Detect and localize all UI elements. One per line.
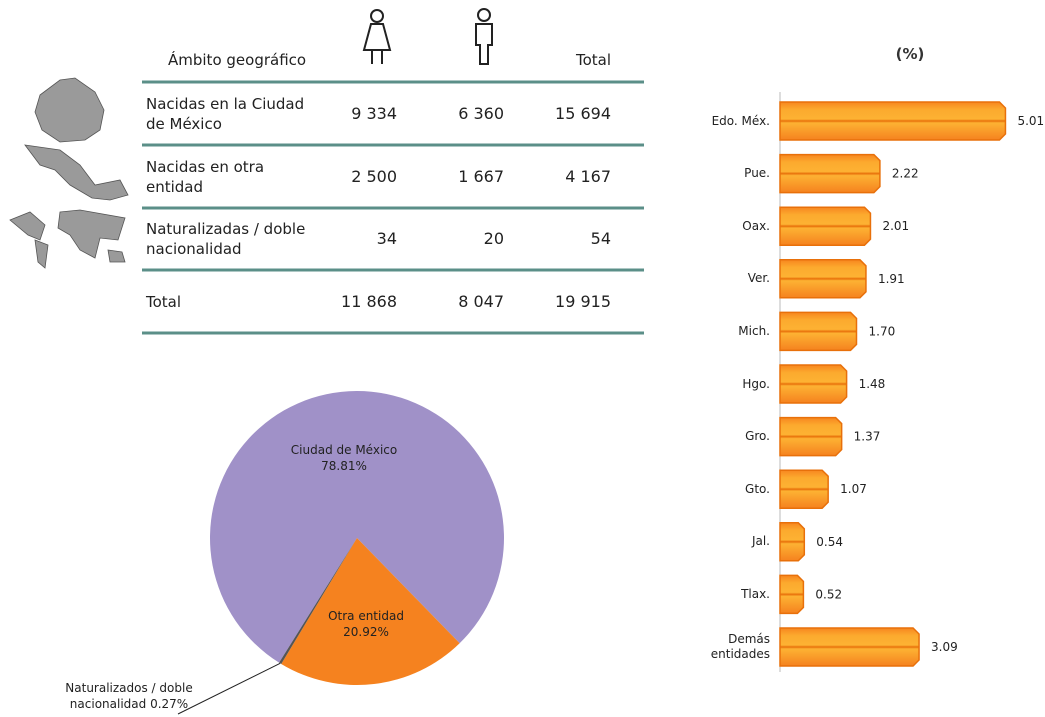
- bar: [779, 469, 829, 509]
- cell: 6 360: [458, 103, 504, 123]
- cell: 1 667: [458, 166, 504, 186]
- category-label: Hgo.: [742, 376, 770, 391]
- bar: [779, 522, 806, 562]
- icons: [362, 8, 493, 65]
- pie-note-part: 0.27%: [150, 697, 189, 711]
- rule: [142, 206, 644, 210]
- rule: [142, 268, 644, 272]
- cell: 15 694: [555, 103, 611, 123]
- cell: 11 868: [341, 291, 397, 311]
- value-label: 1.48: [859, 377, 886, 391]
- row-label: Nacidas en la Ciudad de México: [146, 94, 305, 133]
- table-header: Total: [575, 51, 611, 69]
- rule: [142, 80, 644, 84]
- cell: 20: [483, 229, 504, 248]
- value-label: 0.54: [816, 535, 843, 549]
- bar: [779, 627, 920, 667]
- cell: 34: [376, 229, 397, 248]
- pie-slice: [209, 390, 505, 663]
- category-label: Mich.: [738, 323, 770, 338]
- category-label: Ver.: [747, 271, 770, 286]
- value-label: 1.07: [840, 482, 867, 496]
- chart-title: (%): [896, 45, 925, 63]
- value-label: 1.91: [878, 272, 905, 286]
- cell: 2 500: [351, 166, 397, 186]
- pie-slice: [279, 538, 357, 664]
- bar: [779, 311, 858, 352]
- row-label: Nacidas en otra entidad: [146, 157, 265, 196]
- pie-value: 78.81%: [321, 459, 367, 473]
- cell: 54: [590, 229, 611, 248]
- table-header: Ámbito geográfico: [168, 51, 307, 69]
- category-label: Demás entidades: [710, 632, 770, 661]
- category-label: Pue.: [744, 166, 770, 181]
- bar: [779, 101, 1007, 141]
- category-label: Oax.: [742, 218, 770, 233]
- cell: 4 167: [565, 166, 611, 186]
- category-label: Gto.: [745, 481, 770, 496]
- cell: 8 047: [458, 291, 504, 311]
- cell: 9 334: [351, 103, 397, 123]
- rule: [142, 143, 644, 147]
- bar: [779, 259, 867, 299]
- pie-value: 20.92%: [343, 625, 389, 639]
- cell: 19 915: [555, 291, 611, 311]
- value-label: 2.01: [882, 219, 909, 233]
- pie-note: Naturalizados / doble nacionalidad 0.27%: [55, 680, 203, 712]
- value-label: 1.70: [869, 324, 896, 338]
- value-label: 5.01: [1017, 114, 1044, 128]
- bar: [779, 416, 843, 457]
- category-label: Edo. Méx.: [711, 113, 770, 128]
- value-label: 1.37: [854, 430, 881, 444]
- pie-slice: [281, 538, 460, 685]
- row-label: Naturalizadas / doble nacionalidad: [146, 220, 306, 258]
- bar: [779, 364, 848, 404]
- category-label: Jal.: [751, 534, 770, 549]
- pie-label: Ciudad de México: [290, 443, 398, 457]
- value-label: 3.09: [931, 640, 958, 654]
- bar: [779, 153, 881, 194]
- category-label: Gro.: [745, 429, 770, 444]
- bar: [779, 206, 872, 246]
- pie-note-part: Naturalizados / doble nacionalidad: [65, 681, 193, 711]
- rule: [142, 331, 644, 335]
- pie-label: Otra entidad: [328, 609, 404, 623]
- value-label: 2.22: [892, 167, 919, 181]
- category-label: Tlax.: [741, 586, 770, 601]
- maps: [9, 77, 129, 269]
- leader: [177, 662, 281, 715]
- bar: [779, 574, 805, 615]
- row-label: Total: [146, 292, 182, 311]
- value-label: 0.52: [815, 587, 842, 601]
